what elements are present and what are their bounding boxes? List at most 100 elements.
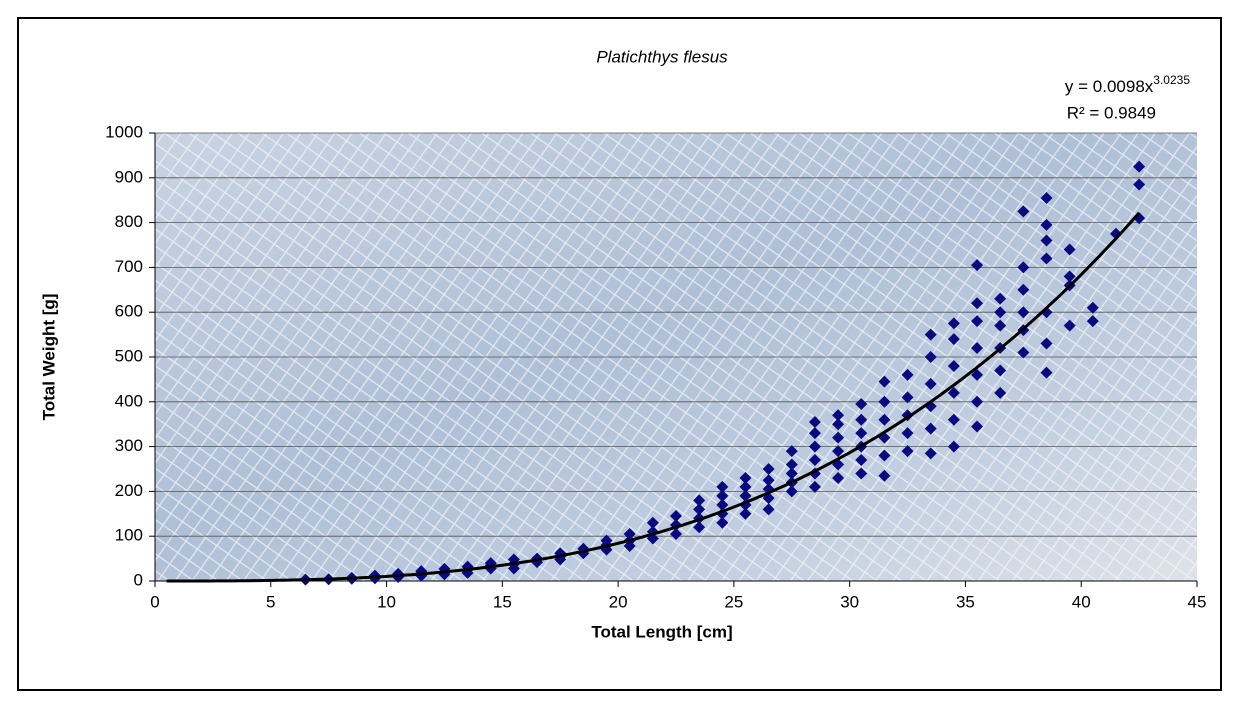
data-point [1086,315,1099,328]
x-tick-label: 45 [1188,592,1207,611]
data-point [947,413,960,426]
data-point [924,422,937,435]
data-point [924,351,937,363]
data-point [1133,178,1146,191]
data-point [600,534,613,547]
data-point [855,427,868,440]
data-point [855,454,868,467]
data-point [623,527,636,540]
y-tick-label: 0 [134,570,143,589]
data-point [924,377,937,390]
data-point [901,445,914,458]
data-point [994,386,1007,399]
y-tick-label: 900 [115,167,143,186]
x-tick-label: 35 [956,592,975,611]
chart-title: Platichthys flesus [596,47,728,66]
data-point [971,368,984,381]
y-tick-label: 200 [115,481,143,500]
data-point [1040,252,1053,265]
data-point [1086,301,1099,314]
data-point [808,454,821,467]
data-point [739,489,752,502]
y-tick-label: 600 [115,302,143,321]
data-point [1040,234,1053,247]
y-tick-label: 300 [115,436,143,455]
data-point [693,494,706,507]
data-point [693,503,706,516]
data-point [924,447,937,460]
data-point [994,364,1007,377]
y-tick-label: 1000 [105,122,143,141]
x-tick-label: 0 [150,592,159,611]
data-point [901,368,914,381]
data-point [785,445,798,458]
data-point [1063,319,1076,332]
data-point [901,391,914,404]
data-point [785,458,798,471]
data-point [1040,337,1053,350]
data-point [947,386,960,399]
x-axis-title: Total Length [cm] [591,622,732,641]
y-tick-label: 400 [115,391,143,410]
data-point [832,418,845,431]
data-point [1017,306,1030,319]
x-tick-label: 20 [609,592,628,611]
data-point [670,510,682,523]
data-point [716,498,729,511]
equation-text: y = 0.0098x [1065,77,1154,96]
trendline-equation: y = 0.0098x3.0235 [1065,73,1190,96]
data-point [762,463,775,475]
data-point [716,516,729,529]
x-tick-label: 5 [266,592,275,611]
data-point [739,507,752,520]
data-point [878,469,891,482]
data-point [762,503,775,516]
x-tick-label: 10 [377,592,396,611]
data-point [1040,218,1053,231]
data-point [1017,261,1030,274]
x-tick-label: 15 [493,592,512,611]
data-point [808,480,821,493]
data-point [832,445,845,458]
data-point [785,467,798,480]
data-point [739,480,752,493]
data-point [832,431,845,444]
data-point [971,395,984,408]
data-point [971,420,984,433]
data-point [716,489,729,502]
y-tick-label: 800 [115,212,143,231]
data-point [971,297,984,310]
data-point [1063,243,1076,256]
data-point [878,449,891,462]
data-point [971,315,984,328]
data-point [739,471,752,484]
data-point [716,480,729,493]
data-point [1133,160,1146,173]
data-point [947,317,960,330]
data-point [808,440,821,453]
data-point [832,471,845,484]
data-point [762,474,775,487]
data-point [670,527,682,540]
x-tick-label: 30 [840,592,859,611]
y-tick-label: 700 [115,257,143,276]
data-point [994,319,1007,332]
data-point [646,516,659,529]
trendline [166,211,1141,583]
data-point [1063,270,1076,283]
data-point [785,485,798,498]
data-point [1017,205,1030,218]
data-point [994,306,1007,319]
data-point [947,440,960,453]
data-point [855,413,868,426]
data-point [878,413,891,426]
data-point [924,328,937,341]
data-point [971,259,984,272]
data-point [808,415,821,428]
data-point [994,292,1007,305]
data-point [1040,191,1053,204]
data-point [878,395,891,408]
data-point [808,427,821,440]
data-point [1040,366,1053,379]
